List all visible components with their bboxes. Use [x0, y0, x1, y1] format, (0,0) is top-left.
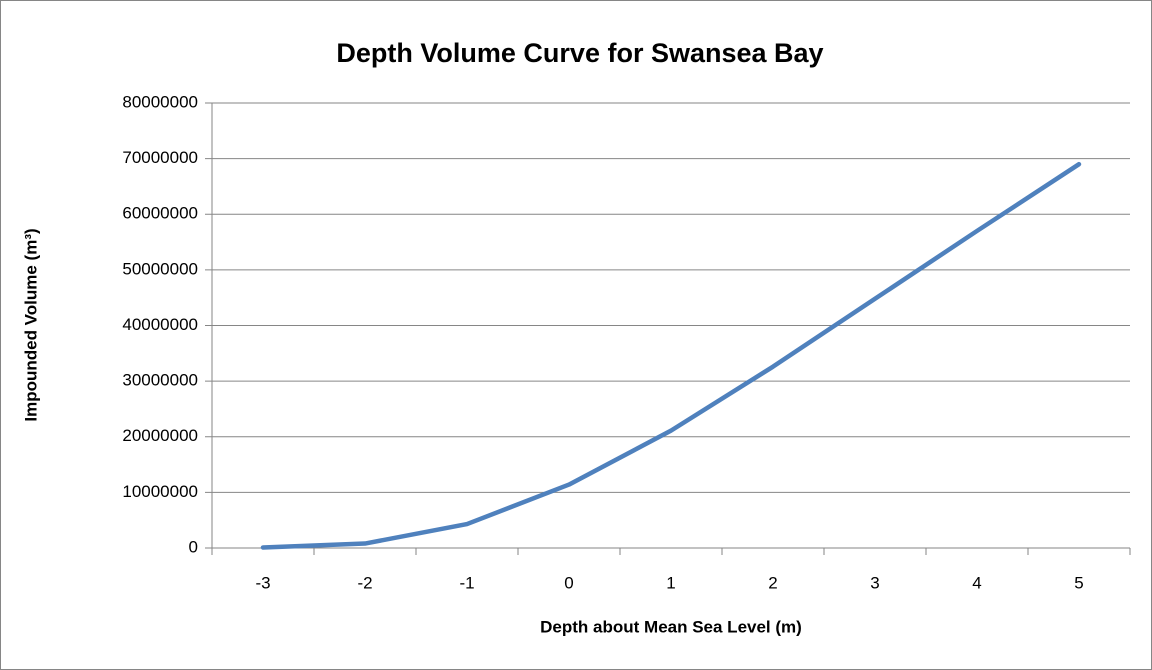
x-tick-label: -3 [255, 573, 270, 592]
y-tick-label: 30000000 [122, 371, 198, 390]
x-tick-label: 0 [564, 573, 573, 592]
y-tick-label: 0 [189, 537, 198, 556]
x-tick-label: -2 [357, 573, 372, 592]
x-tick-label: 3 [870, 573, 879, 592]
y-tick-label: 60000000 [122, 204, 198, 223]
y-tick-label: 10000000 [122, 482, 198, 501]
x-tick-label: 2 [768, 573, 777, 592]
y-tick-label: 40000000 [122, 315, 198, 334]
chart-title: Depth Volume Curve for Swansea Bay [336, 38, 823, 68]
x-tick-label: 1 [666, 573, 675, 592]
y-tick-label: 70000000 [122, 148, 198, 167]
y-axis-label: Impounded Volume (m³) [21, 228, 40, 421]
data-line [260, 161, 1082, 550]
x-tick-label: -1 [459, 573, 474, 592]
x-tick-label: 4 [972, 573, 981, 592]
y-tick-label: 80000000 [122, 92, 198, 111]
x-tick-label: 5 [1074, 573, 1083, 592]
y-tick-label: 50000000 [122, 259, 198, 278]
x-axis-label: Depth about Mean Sea Level (m) [540, 617, 802, 636]
y-tick-label: 20000000 [122, 426, 198, 445]
